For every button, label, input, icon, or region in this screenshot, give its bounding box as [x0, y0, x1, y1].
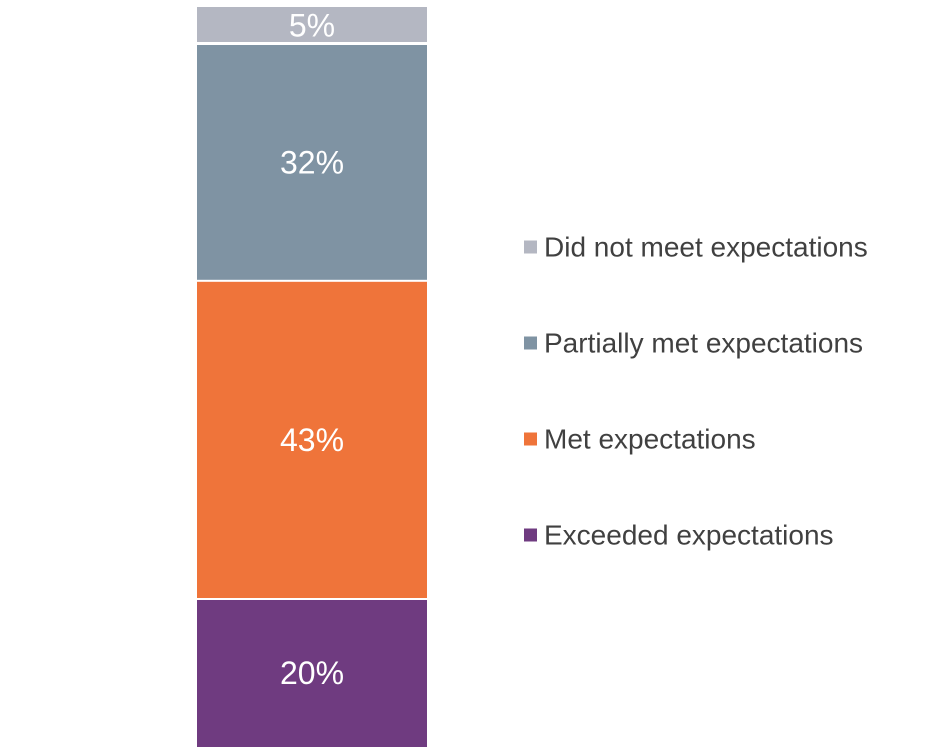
legend-swatch [524, 241, 537, 254]
legend-label: Met expectations [544, 424, 756, 455]
legend-item-exceeded-expectations: Exceeded expectations [524, 520, 834, 551]
data-label-partially-met-expectations: 32% [280, 144, 344, 180]
legend-swatch [524, 529, 537, 542]
legend: Did not meet expectations Partially met e… [524, 232, 868, 551]
data-label-exceeded-expectations: 20% [280, 655, 344, 691]
legend-label: Partially met expectations [544, 328, 863, 359]
stacked-bar: 20% 43% 32% 5% [197, 7, 427, 747]
legend-swatch [524, 337, 537, 350]
legend-label: Did not meet expectations [544, 232, 868, 263]
data-label-did-not-meet-expectations: 5% [289, 8, 335, 44]
legend-label: Exceeded expectations [544, 520, 834, 551]
legend-swatch [524, 433, 537, 446]
data-label-met-expectations: 43% [280, 422, 344, 458]
legend-item-partially-met-expectations: Partially met expectations [524, 328, 863, 359]
legend-item-did-not-meet-expectations: Did not meet expectations [524, 232, 868, 263]
legend-item-met-expectations: Met expectations [524, 424, 756, 455]
